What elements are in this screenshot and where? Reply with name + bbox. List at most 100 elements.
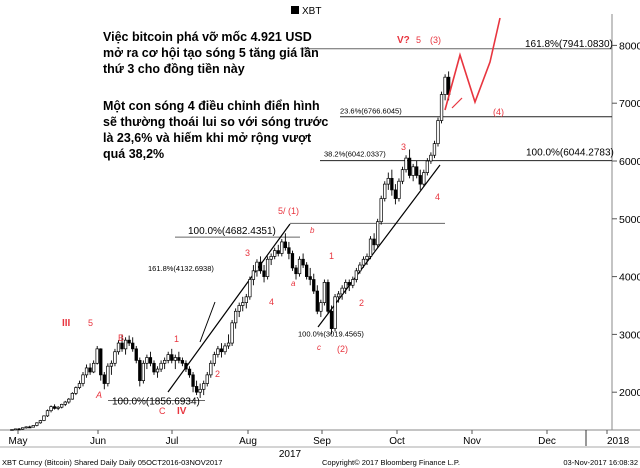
annotation-wave4: Một con sóng 4 điều chỉnh điển hình sẽ t…: [103, 99, 329, 161]
candle: [99, 348, 103, 376]
year-label: 2017: [279, 449, 302, 460]
y-tick-label: 4000: [619, 272, 640, 284]
candle: [312, 279, 316, 292]
y-tick-label: 5000: [619, 214, 640, 226]
candle: [180, 360, 185, 364]
candle: [425, 160, 429, 173]
fib-level-label: 100.0%(4682.4351): [188, 226, 276, 237]
wave-label: b: [310, 226, 315, 235]
candle: [287, 247, 291, 254]
x-month-label: Nov: [463, 436, 481, 447]
wave-label: (4): [493, 107, 504, 117]
wave-label: V?: [397, 35, 410, 46]
candle: [244, 296, 248, 303]
candle: [81, 374, 85, 384]
candle: [177, 357, 181, 361]
candle: [234, 310, 238, 324]
wave-label: (2): [337, 344, 348, 354]
candle: [319, 302, 323, 312]
candle: [276, 250, 280, 254]
projection-path: [451, 97, 463, 109]
wave-label: C: [159, 406, 166, 416]
candle: [212, 354, 217, 364]
candle: [351, 279, 355, 286]
candle: [404, 157, 408, 171]
candle: [223, 345, 227, 353]
candle: [138, 360, 142, 381]
candle: [159, 362, 163, 370]
candle: [184, 362, 188, 370]
candle: [241, 302, 245, 306]
wave-label: 2: [215, 369, 220, 379]
candle: [77, 383, 82, 388]
candle: [113, 351, 117, 364]
x-month-label: Oct: [389, 436, 405, 447]
candle: [226, 342, 231, 347]
candle: [198, 388, 202, 393]
candle: [116, 342, 121, 353]
wave-label: 5: [416, 35, 421, 45]
footer-copyright: Copyright© 2017 Bloomberg Finance L.P.: [322, 458, 460, 467]
candle: [333, 296, 337, 329]
candle: [361, 258, 366, 266]
candle: [31, 425, 35, 428]
candle: [173, 357, 177, 361]
candle: [290, 253, 295, 269]
wave-label: (3): [430, 35, 441, 45]
candle: [376, 221, 380, 246]
candle: [400, 169, 405, 182]
candle: [251, 270, 256, 280]
candle: [120, 342, 124, 350]
candle: [91, 362, 96, 373]
candle: [262, 270, 266, 277]
fib-level-label: 100.0%(6044.2783): [526, 147, 614, 158]
candle: [152, 362, 156, 373]
candle: [429, 154, 433, 162]
candle: [17, 428, 21, 431]
wave-label: 4: [269, 297, 274, 307]
candle: [209, 362, 213, 376]
candle: [283, 241, 287, 249]
candle: [322, 282, 327, 303]
fib-level-label: 161.8%(7941.0830): [525, 39, 613, 50]
candle: [163, 360, 167, 364]
candle: [354, 270, 358, 280]
candle: [280, 241, 284, 254]
candle: [13, 428, 18, 431]
candle: [56, 406, 60, 409]
candle: [344, 282, 348, 289]
candle: [134, 348, 138, 361]
projection-path: [444, 17, 501, 111]
footer-timestamp: 03-Nov-2017 16:08:32: [563, 458, 638, 467]
y-tick-label: 7000: [619, 98, 640, 110]
candle: [191, 374, 195, 387]
wave-label: A: [95, 390, 102, 400]
candle: [347, 282, 351, 286]
footer-left: XBT Curncy (Bitcoin) Shared Daily Daily …: [2, 458, 222, 467]
trendline: [199, 301, 216, 343]
candle: [432, 143, 437, 156]
candle: [336, 293, 341, 298]
y-tick-label: 3000: [619, 329, 640, 341]
candle: [379, 198, 383, 223]
candle: [52, 406, 57, 409]
legend-label: XBT: [302, 6, 321, 17]
candle: [258, 261, 263, 272]
candle: [358, 264, 362, 272]
candle: [368, 238, 373, 257]
candle: [10, 429, 14, 431]
x-month-label: 2018: [607, 436, 630, 447]
candle: [155, 368, 160, 373]
candle: [219, 348, 224, 353]
candle: [248, 279, 252, 298]
candle: [88, 367, 92, 373]
candle: [42, 415, 46, 421]
wave-label: 5/ (1): [278, 206, 299, 216]
candle: [194, 386, 199, 393]
candle: [340, 287, 344, 295]
y-tick-label: 6000: [619, 156, 640, 168]
candle: [386, 177, 390, 185]
candle: [422, 172, 426, 185]
candle: [187, 368, 192, 376]
candle: [411, 166, 415, 176]
